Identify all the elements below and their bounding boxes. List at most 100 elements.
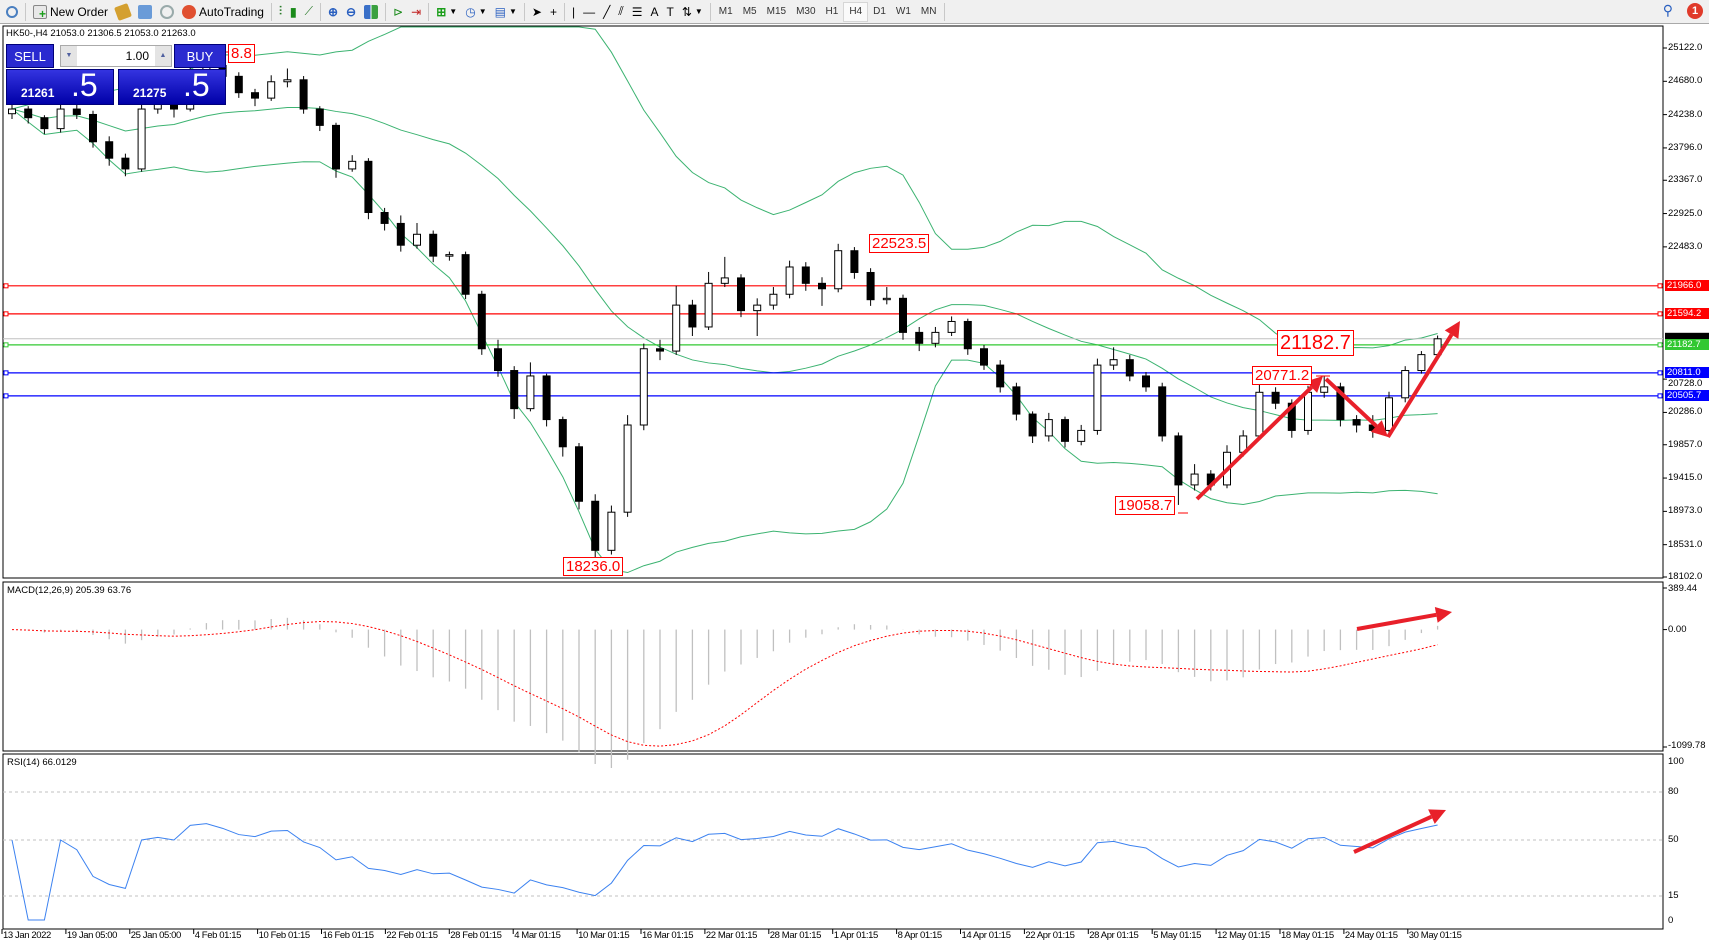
zoom-out-button[interactable]: ⊖ [342, 2, 360, 22]
time-tick-label: 14 Apr 01:15 [961, 930, 1011, 941]
bullish-candle-body [753, 304, 762, 312]
bearish-candle-body [72, 108, 81, 115]
lot-decrease-button[interactable]: ▼ [61, 46, 77, 66]
price-annotation-high[interactable]: 22523.5 [869, 234, 930, 253]
candle [526, 362, 535, 412]
candle [380, 207, 389, 231]
price-annotation-resistance[interactable]: 21182.7 [1277, 330, 1354, 356]
candle [607, 505, 616, 555]
horizontal-line-icon: — [583, 4, 596, 19]
price-annotation-swing-low[interactable]: 19058.7 [1115, 496, 1176, 515]
timeframe-m1[interactable]: M1 [718, 6, 733, 17]
indicators-button[interactable]: ⊞ ▼ [432, 2, 461, 22]
bearish-candle-body [1142, 375, 1150, 388]
bearish-candle-body [1174, 435, 1183, 486]
crosshair-icon: + [549, 4, 557, 19]
terminal-button[interactable] [134, 2, 156, 22]
text-tool[interactable]: A [646, 2, 662, 22]
candle [753, 298, 762, 337]
zoom-tool-button[interactable] [2, 2, 22, 22]
candle [996, 360, 1005, 393]
signals-button[interactable] [156, 2, 178, 22]
candle [1417, 351, 1426, 374]
bearish-candle-body [1061, 419, 1069, 442]
buy-price-fraction: .5 [183, 67, 210, 103]
line-chart-icon: ⟋ [304, 4, 313, 18]
autotrading-button[interactable]: AutoTrading [178, 2, 268, 22]
lot-increase-button[interactable]: ▲ [155, 46, 171, 66]
candle [980, 345, 988, 370]
level-anchor [1657, 370, 1663, 376]
rsi-label: RSI(14) 66.0129 [7, 757, 77, 768]
arrows-icon: ⇅ [681, 4, 692, 19]
horizontal-line-tool[interactable]: — [579, 2, 599, 22]
toolbar-right: ⚲ 1 [1663, 2, 1703, 19]
new-order-button[interactable]: + New Order [29, 2, 112, 22]
bullish-candle-body [1417, 354, 1426, 372]
sell-price[interactable]: 21261 .5 [6, 67, 114, 105]
trendline-tool[interactable]: ╱ [599, 2, 614, 22]
timeframe-h4[interactable]: H4 [843, 1, 869, 22]
candle [623, 415, 632, 517]
cursor-tool[interactable]: ➤ [528, 2, 546, 22]
bar-chart-button[interactable]: ⫶ [275, 2, 286, 22]
candle [866, 268, 875, 306]
buy-price[interactable]: 21275 .5 [118, 67, 226, 105]
level-anchor [1657, 342, 1663, 348]
candle [801, 262, 810, 291]
price-annotation-low[interactable]: 18236.0 [563, 557, 624, 576]
timeframe-d1[interactable]: D1 [873, 6, 886, 17]
chart-shift-button[interactable]: ⊳ [389, 2, 407, 22]
level-price-label: 21594.2 [1665, 308, 1709, 320]
arrow-head-icon [1444, 321, 1460, 339]
timeframe-mn[interactable]: MN [920, 6, 937, 17]
candle [89, 110, 97, 148]
crosshair-tool[interactable]: + [546, 2, 561, 22]
time-tick-label: 5 May 01:15 [1153, 930, 1202, 941]
search-icon[interactable]: ⚲ [1662, 2, 1673, 18]
price-tick-label: 24238.0 [1668, 108, 1703, 120]
tile-windows-button[interactable] [360, 2, 382, 22]
periods-button[interactable]: ◷ ▼ [461, 2, 490, 22]
lot-value: 1.00 [125, 49, 149, 63]
price-annotation-swing-high[interactable]: 20771.2 [1252, 366, 1313, 385]
down-arrow [1324, 377, 1388, 437]
templates-button[interactable]: ▤ ▼ [491, 2, 521, 22]
arrows-tool[interactable]: ⇅ ▼ [678, 2, 707, 22]
candle [1158, 382, 1167, 442]
vertical-line-tool[interactable]: | [568, 2, 579, 22]
time-tick-label: 25 Jan 05:00 [130, 930, 182, 941]
macd-up-arrow [1356, 606, 1452, 631]
bearish-candle-body [396, 222, 405, 246]
timeframe-w1[interactable]: W1 [895, 6, 911, 17]
bearish-candle-body [542, 375, 551, 421]
timeframe-h1[interactable]: H1 [825, 6, 839, 17]
symbol-info: HK50-,H4 21053.0 21306.5 21053.0 21263.0 [6, 28, 196, 39]
dropdown-arrow-icon: ▼ [449, 7, 458, 16]
timeframe-m15[interactable]: M15 [766, 6, 787, 17]
price-tick-label: 18973.0 [1668, 505, 1703, 517]
candle [720, 256, 729, 288]
sell-button[interactable]: SELL [6, 44, 54, 68]
timeframe-m30[interactable]: M30 [796, 6, 816, 17]
lot-size-input[interactable]: ▼ 1.00 ▲ [60, 45, 172, 67]
equidistant-channel-tool[interactable]: ⫽ [614, 2, 627, 22]
notification-badge[interactable]: 1 [1687, 2, 1703, 19]
bullish-candle-body [526, 375, 535, 410]
zoom-in-button[interactable]: ⊕ [324, 2, 342, 22]
candle [591, 494, 600, 567]
price-annotation[interactable]: 8.8 [228, 44, 255, 63]
separator [944, 2, 946, 21]
text-label-tool[interactable]: T [662, 2, 677, 22]
fibonacci-tool[interactable]: ☰ [628, 2, 647, 22]
bullish-candle-body [283, 79, 292, 83]
timeframe-m5[interactable]: M5 [742, 6, 757, 17]
line-chart-button[interactable]: ⟋ [301, 2, 317, 22]
candle [105, 136, 114, 166]
autoscroll-button[interactable]: ⇥ [407, 2, 425, 22]
candlestick-button[interactable]: ▮ [286, 2, 301, 22]
buy-button[interactable]: BUY [174, 44, 226, 68]
candle [1125, 354, 1134, 382]
bearish-candle-body [558, 419, 567, 448]
